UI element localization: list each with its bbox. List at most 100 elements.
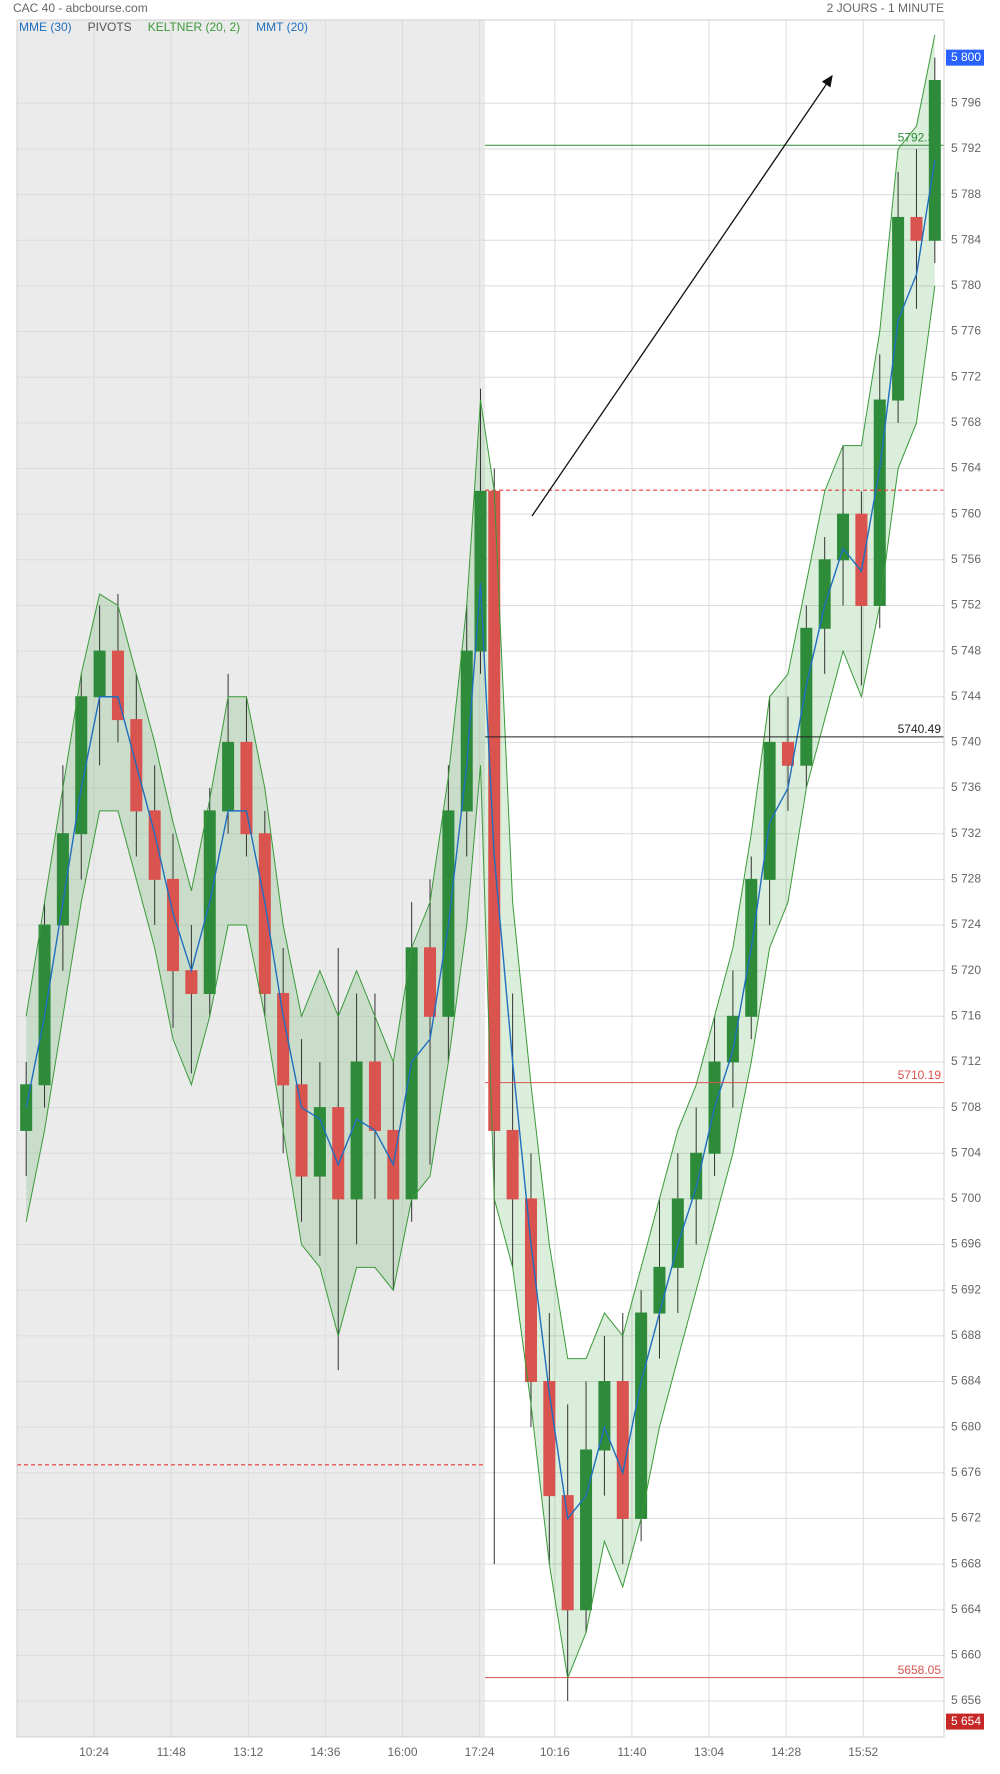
y-tick-label: 5 664 bbox=[951, 1602, 981, 1616]
y-tick-label: 5 676 bbox=[951, 1465, 981, 1479]
keltner-lower bbox=[25, 285, 936, 1681]
candle-body bbox=[222, 741, 235, 812]
period-label: 2 JOURS - 1 MINUTE bbox=[827, 1, 944, 15]
y-tick-label: 5 708 bbox=[951, 1100, 981, 1114]
price-badge bbox=[946, 1713, 984, 1730]
candle-body bbox=[460, 650, 473, 812]
candle-body bbox=[506, 1129, 519, 1200]
y-tick-label: 5 692 bbox=[951, 1282, 981, 1296]
candle-body bbox=[818, 559, 831, 629]
legend-entry: MMT (20) bbox=[256, 20, 308, 34]
candle-body bbox=[690, 1152, 703, 1200]
x-tick-label: 17:24 bbox=[465, 1745, 495, 1759]
candle-body bbox=[910, 216, 923, 241]
y-tick-label: 5 736 bbox=[951, 780, 981, 794]
candle-body bbox=[524, 1198, 537, 1383]
candle-body bbox=[543, 1381, 556, 1497]
candle-body bbox=[167, 878, 180, 972]
x-tick-label: 16:00 bbox=[387, 1745, 417, 1759]
y-tick-label: 5 780 bbox=[951, 278, 981, 292]
candle-body bbox=[763, 741, 776, 880]
x-tick-label: 10:16 bbox=[540, 1745, 570, 1759]
price-badge-label: 5 654 bbox=[951, 1714, 981, 1728]
y-tick-label: 5 700 bbox=[951, 1191, 981, 1205]
y-tick-label: 5 728 bbox=[951, 872, 981, 886]
y-tick-label: 5 656 bbox=[951, 1693, 981, 1707]
candle-body bbox=[240, 741, 253, 835]
y-tick-label: 5 660 bbox=[951, 1648, 981, 1662]
keltner-upper bbox=[25, 34, 936, 1360]
y-tick-label: 5 788 bbox=[951, 187, 981, 201]
candle-body bbox=[38, 924, 51, 1086]
y-tick-label: 5 748 bbox=[951, 643, 981, 657]
pivot-label: 5658.05 bbox=[898, 1663, 942, 1677]
price-badge-label: 5 800 bbox=[951, 50, 981, 64]
y-tick-label: 5 704 bbox=[951, 1145, 981, 1159]
y-tick-label: 5 784 bbox=[951, 232, 981, 246]
plot-frame bbox=[16, 19, 945, 1738]
candle-body bbox=[368, 1061, 381, 1131]
x-tick-label: 14:28 bbox=[771, 1745, 801, 1759]
y-tick-label: 5 740 bbox=[951, 735, 981, 749]
y-tick-label: 5 744 bbox=[951, 689, 981, 703]
candle-body bbox=[75, 696, 88, 835]
pivot-label: 5710.19 bbox=[898, 1068, 942, 1082]
candle-body bbox=[635, 1312, 648, 1519]
y-tick-label: 5 716 bbox=[951, 1008, 981, 1022]
chart-title: CAC 40 - abcbourse.com bbox=[13, 1, 148, 15]
candle-body bbox=[800, 627, 813, 766]
x-tick-label: 10:24 bbox=[79, 1745, 109, 1759]
x-tick-label: 14:36 bbox=[310, 1745, 340, 1759]
x-tick-label: 11:40 bbox=[617, 1745, 646, 1759]
y-tick-label: 5 712 bbox=[951, 1054, 981, 1068]
candle-body bbox=[258, 833, 271, 994]
y-tick-label: 5 768 bbox=[951, 415, 981, 429]
candle-body bbox=[653, 1266, 666, 1314]
drawn-arrow bbox=[531, 74, 833, 517]
candle-body bbox=[855, 513, 868, 606]
candle-body bbox=[781, 741, 794, 766]
x-tick-label: 15:52 bbox=[848, 1745, 878, 1759]
x-tick-label: 13:12 bbox=[233, 1745, 263, 1759]
y-tick-label: 5 724 bbox=[951, 917, 981, 931]
candle-body bbox=[616, 1381, 629, 1519]
pivot-label: 5792.33 bbox=[898, 130, 942, 144]
candle-body bbox=[405, 947, 418, 1200]
pivot-label: 5740.49 bbox=[898, 722, 942, 736]
legend-entry: KELTNER (20, 2) bbox=[148, 20, 240, 34]
candle-body bbox=[598, 1381, 611, 1451]
x-tick-label: 13:04 bbox=[694, 1745, 724, 1759]
y-tick-label: 5 772 bbox=[951, 369, 981, 383]
y-tick-label: 5 764 bbox=[951, 461, 981, 475]
y-tick-label: 5 732 bbox=[951, 826, 981, 840]
x-tick-label: 11:48 bbox=[157, 1745, 186, 1759]
candle-body bbox=[332, 1107, 345, 1200]
moving-average bbox=[25, 160, 936, 1521]
y-tick-label: 5 668 bbox=[951, 1556, 981, 1570]
session-shade bbox=[17, 20, 486, 1737]
candle-body bbox=[313, 1107, 326, 1177]
candle-body bbox=[442, 810, 455, 1017]
y-tick-label: 5 696 bbox=[951, 1237, 981, 1251]
y-tick-label: 5 720 bbox=[951, 963, 981, 977]
candle-body bbox=[424, 947, 437, 1017]
candle-body bbox=[56, 833, 69, 926]
y-tick-label: 5 776 bbox=[951, 324, 981, 338]
candle-body bbox=[580, 1449, 593, 1611]
candle-body bbox=[295, 1084, 308, 1177]
candle-body bbox=[671, 1198, 684, 1268]
y-tick-label: 5 796 bbox=[951, 95, 981, 109]
candle-body bbox=[474, 490, 487, 652]
y-tick-label: 5 760 bbox=[951, 506, 981, 520]
y-tick-label: 5 672 bbox=[951, 1511, 981, 1525]
candle-body bbox=[277, 992, 290, 1086]
y-tick-label: 5 792 bbox=[951, 141, 981, 155]
candle-body bbox=[148, 810, 161, 880]
candle-body bbox=[837, 513, 850, 561]
y-tick-label: 5 756 bbox=[951, 552, 981, 566]
candle-body bbox=[561, 1495, 574, 1611]
legend-entry: MME (30) bbox=[19, 20, 72, 34]
y-tick-label: 5 688 bbox=[951, 1328, 981, 1342]
